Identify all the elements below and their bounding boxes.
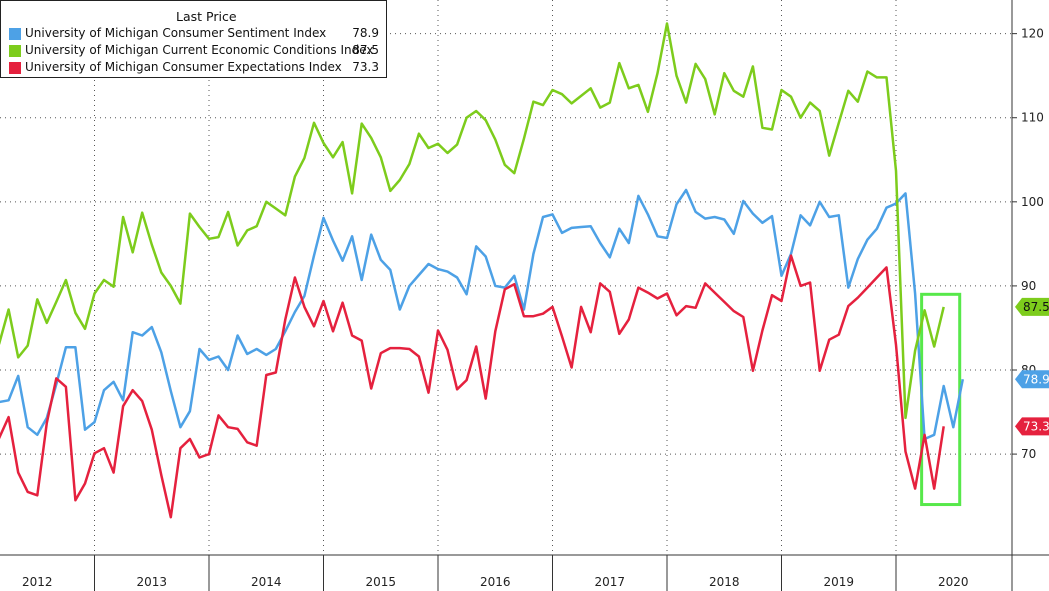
year-label-2018: 2018 — [709, 575, 740, 589]
legend-value-current-conditions: 87.5 — [352, 43, 379, 57]
year-axis-band — [0, 555, 1012, 591]
last-value-label-sentiment: 78.9 — [1023, 372, 1049, 386]
year-label-2019: 2019 — [823, 575, 854, 589]
series-line-sentiment — [0, 188, 965, 441]
legend-value-sentiment: 78.9 — [352, 26, 379, 40]
last-value-tag-sentiment — [1015, 370, 1049, 389]
legend-swatch-expectations — [9, 62, 21, 74]
year-label-2014: 2014 — [251, 575, 282, 589]
legend-label-sentiment: University of Michigan Consumer Sentimen… — [25, 26, 327, 40]
last-value-tag-expectations — [1015, 417, 1049, 436]
y-tick-label-100: 100 — [1021, 195, 1044, 209]
last-value-label-current-conditions: 87.5 — [1023, 300, 1049, 314]
last-value-tag-current-conditions — [1015, 297, 1049, 316]
y-tick-label-70: 70 — [1021, 447, 1036, 461]
last-value-label-expectations: 73.3 — [1023, 419, 1049, 433]
y-tick-label-110: 110 — [1021, 111, 1044, 125]
series-line-current-conditions — [0, 22, 945, 420]
y-tick-label-120: 120 — [1021, 27, 1044, 41]
legend-value-expectations: 73.3 — [352, 60, 379, 74]
legend: Last Price University of Michigan Consum… — [0, 0, 387, 78]
legend-item-current-conditions: University of Michigan Current Economic … — [9, 43, 379, 59]
legend-title: Last Price — [176, 9, 237, 24]
year-label-2012: 2012 — [22, 575, 53, 589]
series-line-expectations — [0, 254, 945, 519]
legend-swatch-current-conditions — [9, 45, 21, 57]
legend-label-expectations: University of Michigan Consumer Expectat… — [25, 60, 342, 74]
year-label-2017: 2017 — [594, 575, 625, 589]
legend-item-expectations: University of Michigan Consumer Expectat… — [9, 60, 379, 76]
legend-item-sentiment: University of Michigan Consumer Sentimen… — [9, 26, 379, 42]
legend-label-current-conditions: University of Michigan Current Economic … — [25, 43, 374, 57]
year-label-2015: 2015 — [365, 575, 396, 589]
year-label-2016: 2016 — [480, 575, 511, 589]
year-label-2013: 2013 — [136, 575, 167, 589]
year-label-2020: 2020 — [938, 575, 969, 589]
legend-swatch-sentiment — [9, 28, 21, 40]
y-tick-label-90: 90 — [1021, 279, 1036, 293]
